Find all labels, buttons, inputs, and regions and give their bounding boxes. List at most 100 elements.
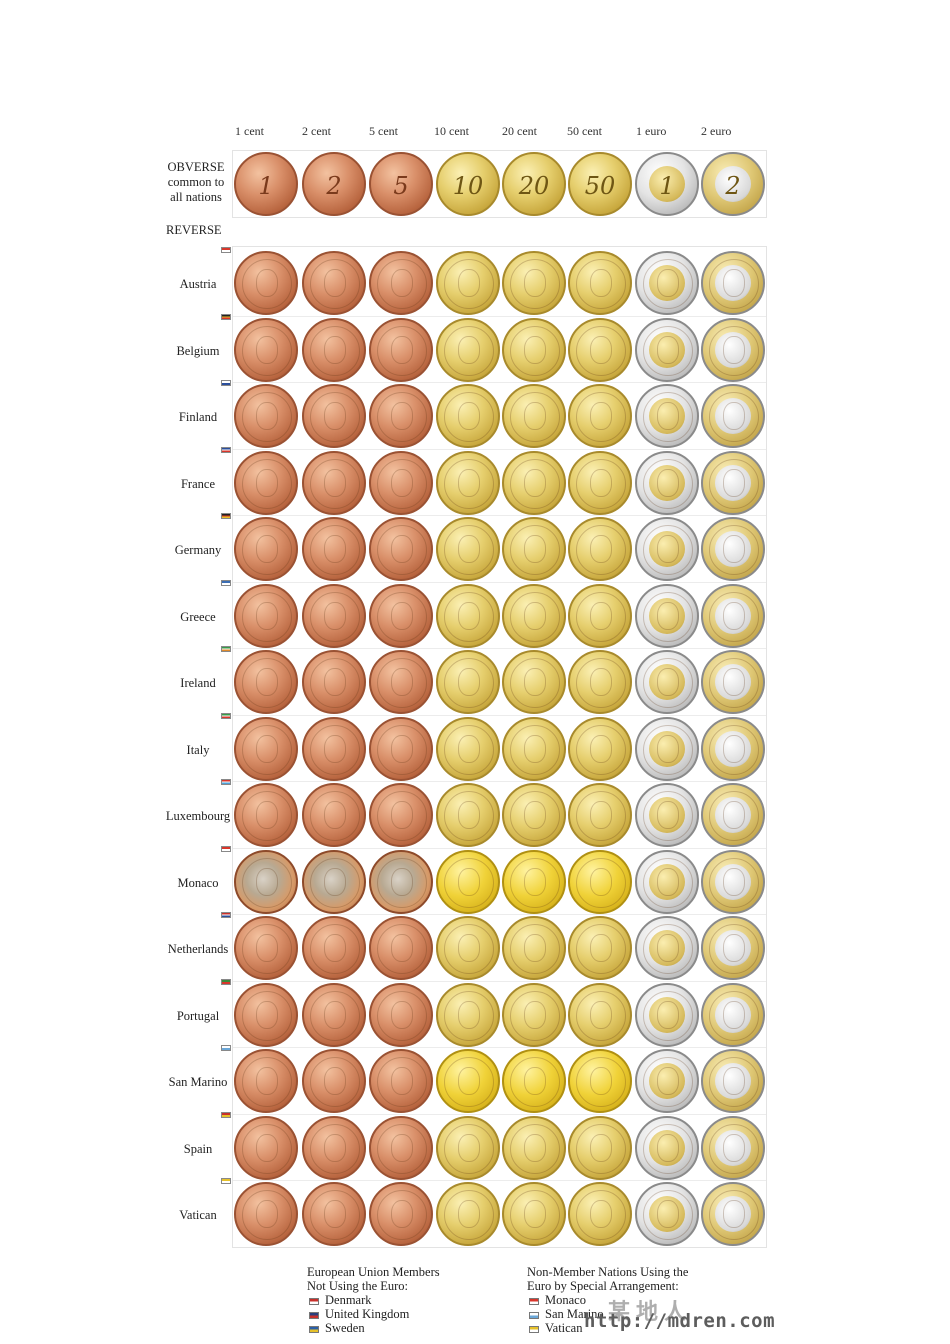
coin-relief [643, 458, 693, 509]
reverse-coin [436, 783, 500, 847]
denomination-label: 50 cent [567, 124, 602, 138]
coin-relief [723, 1133, 745, 1162]
row-divider [233, 382, 766, 383]
reverse-coin [502, 583, 566, 648]
country-flag-icon [529, 1311, 539, 1319]
coin-relief [576, 458, 626, 509]
reverse-coin [502, 849, 566, 914]
reverse-coin [302, 849, 366, 914]
coin-relief [657, 335, 679, 364]
coin-relief [590, 934, 612, 962]
coin-relief [576, 724, 626, 775]
reverse-coin [302, 251, 366, 315]
coin-relief [510, 458, 560, 509]
reverse-coin [436, 849, 500, 914]
coin-relief [377, 458, 427, 509]
coin-relief [723, 1067, 745, 1095]
country-flag-icon [529, 1297, 539, 1305]
reverse-coin [568, 384, 632, 448]
reverse-coin [302, 783, 366, 847]
coin-relief [657, 668, 679, 696]
reverse-coin [635, 650, 699, 714]
coin-relief [324, 1133, 346, 1162]
coin-relief [324, 934, 346, 962]
coin-value-mark: 1 [258, 172, 274, 200]
reverse-coin [369, 517, 433, 581]
reverse-coin [436, 716, 500, 781]
reverse-coin [568, 916, 632, 980]
reverse-coin [234, 384, 298, 448]
reverse-coin [701, 716, 765, 781]
coin-value-mark: 2 [326, 172, 342, 200]
coin-relief [377, 791, 427, 841]
reverse-coin [369, 583, 433, 648]
coin-relief [458, 335, 480, 364]
obverse-label-line: OBVERSE [167, 160, 225, 174]
coin-centre [715, 166, 751, 202]
coin-relief [310, 990, 360, 1041]
coin-relief [657, 1000, 679, 1029]
country-flag-icon [221, 446, 231, 453]
legend-item-label: San Marino [545, 1307, 604, 1321]
coin-relief [444, 392, 494, 442]
reverse-coin [502, 916, 566, 980]
coin-relief [310, 791, 360, 841]
country-label: Italy [186, 742, 210, 757]
coin-relief [643, 791, 693, 841]
coin-relief [590, 801, 612, 829]
country-flag-icon [221, 712, 231, 719]
watermark-logo-text: 某地人 [608, 1300, 693, 1325]
reverse-coin [635, 1182, 699, 1246]
reverse-coin [436, 384, 500, 448]
reverse-coin [234, 251, 298, 315]
coin-relief [510, 1190, 560, 1240]
coin-relief [242, 1123, 292, 1174]
reverse-coin [635, 251, 699, 315]
reverse-coin [436, 650, 500, 714]
reverse-coin [234, 317, 298, 382]
coin-relief [391, 867, 413, 896]
reverse-coin [234, 916, 298, 980]
coin-relief [458, 801, 480, 829]
coin-value-mark: 10 [452, 172, 484, 200]
coin-relief [391, 1000, 413, 1029]
obverse-coin: 1 [635, 152, 699, 216]
obverse-coin: 2 [701, 152, 765, 216]
coin-relief [310, 1123, 360, 1174]
coin-relief [391, 269, 413, 297]
country-flag-icon [221, 313, 231, 320]
coin-relief [723, 1000, 745, 1029]
coin-relief [590, 1133, 612, 1162]
country-label: Ireland [180, 676, 216, 690]
reverse-coin [635, 849, 699, 914]
coin-relief [444, 924, 494, 974]
coin-relief [657, 269, 679, 297]
coin-relief [643, 325, 693, 376]
denomination-label: 10 cent [434, 124, 469, 138]
coin-relief [723, 468, 745, 497]
coin-relief [590, 535, 612, 563]
coin-relief [590, 668, 612, 696]
reverse-coin [701, 317, 765, 382]
reverse-coin [436, 916, 500, 980]
reverse-coin [568, 251, 632, 315]
legend-heading: Not Using the Euro: [307, 1279, 409, 1293]
obverse-label-line: common to [167, 175, 225, 189]
coin-relief [524, 402, 546, 430]
coin-relief [723, 867, 745, 896]
coin-relief [444, 325, 494, 376]
coin-relief [324, 468, 346, 497]
denomination-label: 1 cent [235, 124, 264, 138]
country-flag-icon [221, 912, 231, 918]
country-flag-icon [221, 579, 231, 586]
coin-relief [590, 1067, 612, 1095]
country-label: Austria [179, 277, 217, 291]
coin-relief [510, 658, 560, 708]
coin-relief [256, 1067, 278, 1095]
coin-relief [391, 535, 413, 563]
coin-relief [310, 857, 360, 908]
coin-relief [391, 1067, 413, 1095]
coin-relief [709, 924, 759, 974]
coin-relief [324, 402, 346, 430]
